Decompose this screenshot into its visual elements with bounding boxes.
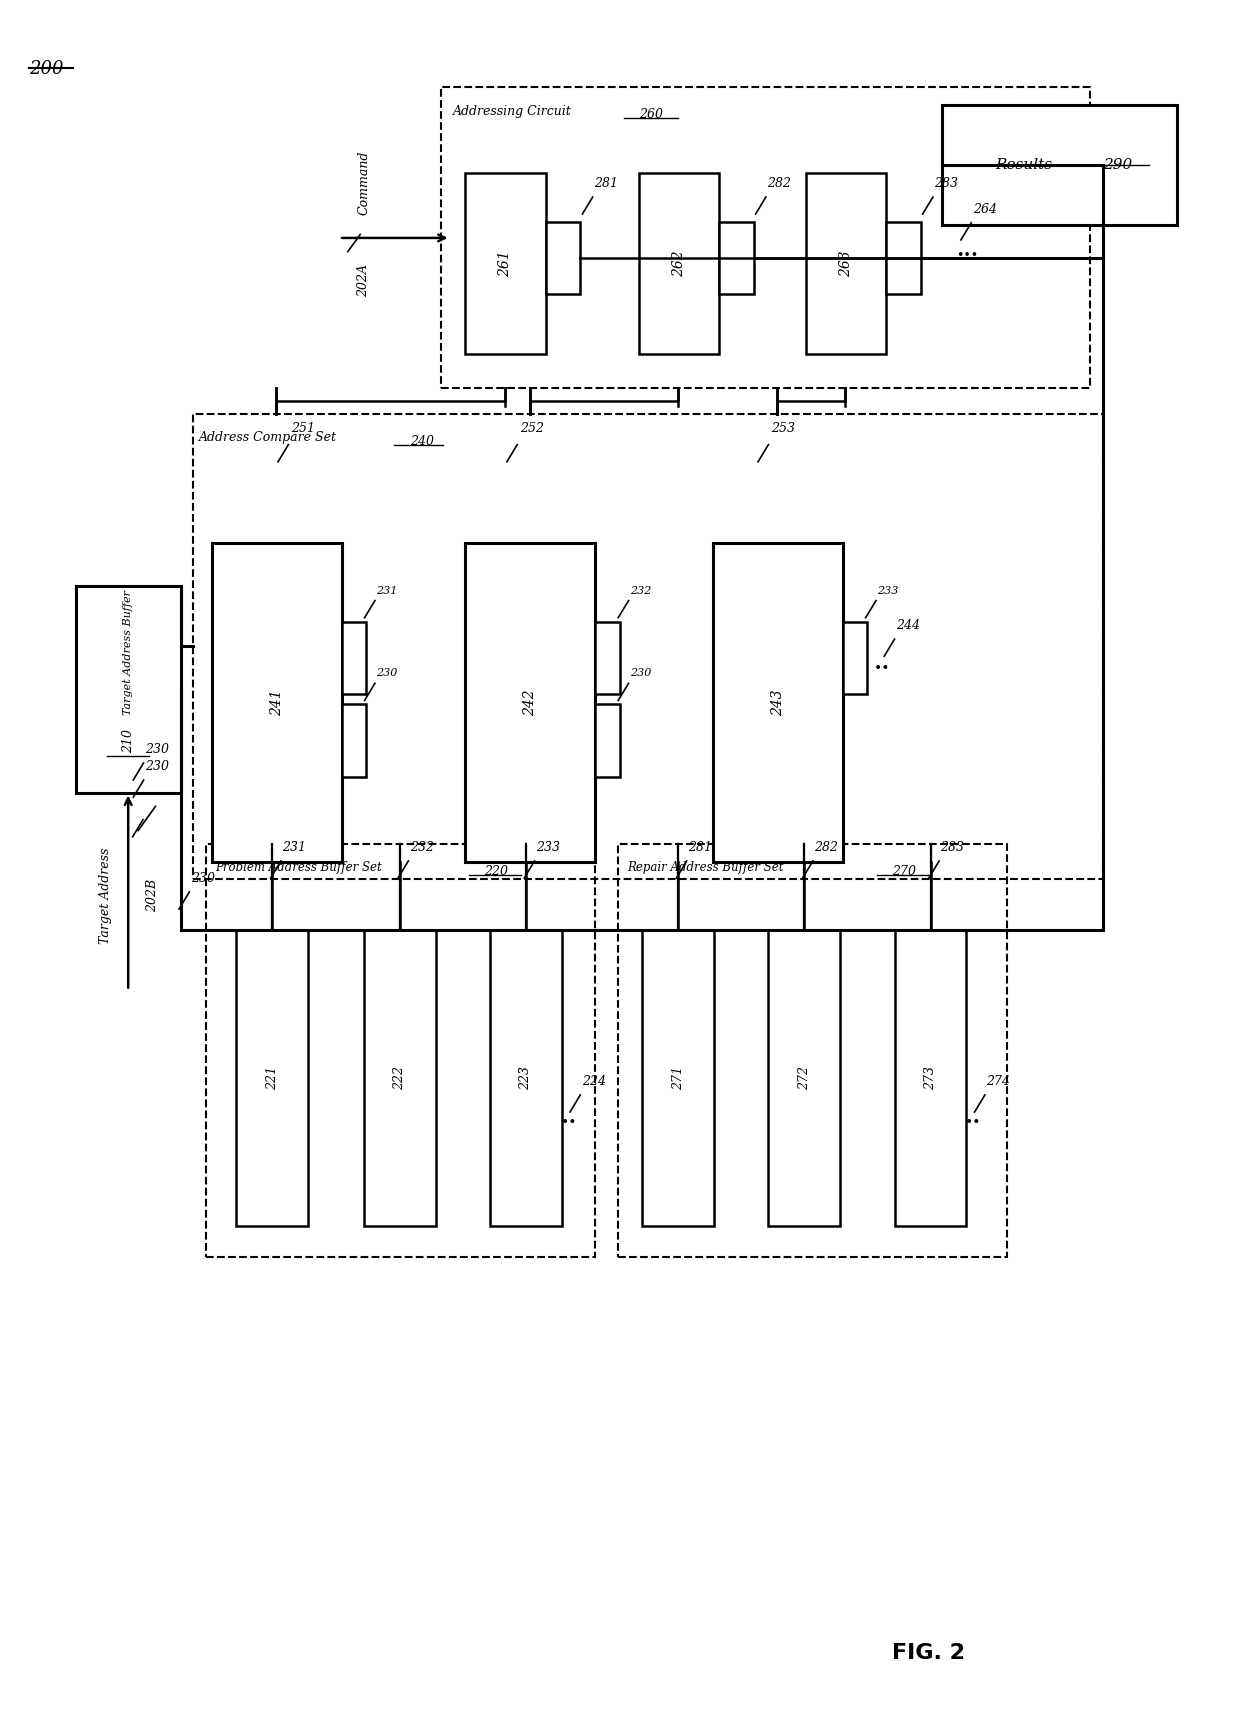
- Text: 272: 272: [797, 1067, 811, 1091]
- Bar: [546, 222, 580, 295]
- Text: 222: 222: [393, 1067, 407, 1091]
- Text: 283: 283: [934, 177, 959, 190]
- Text: 233: 233: [536, 841, 560, 855]
- Bar: [895, 930, 966, 1227]
- Bar: [465, 543, 595, 862]
- Text: Target Address Buffer: Target Address Buffer: [123, 589, 133, 715]
- Text: 274: 274: [986, 1075, 1011, 1089]
- Text: 221: 221: [265, 1067, 279, 1091]
- Text: 282: 282: [815, 841, 838, 855]
- Text: 232: 232: [630, 586, 651, 596]
- Text: 244: 244: [897, 619, 920, 632]
- Text: 283: 283: [940, 841, 965, 855]
- Bar: [713, 543, 843, 862]
- Text: 230: 230: [145, 760, 169, 774]
- Text: 231: 231: [283, 841, 306, 855]
- Bar: [642, 930, 714, 1227]
- Text: 220: 220: [484, 865, 508, 879]
- Text: 252: 252: [520, 422, 544, 434]
- Text: 282: 282: [768, 177, 791, 190]
- Text: 241: 241: [269, 689, 284, 715]
- Text: Addressing Circuit: Addressing Circuit: [453, 105, 572, 117]
- Text: 273: 273: [924, 1067, 937, 1091]
- Bar: [618, 844, 1007, 1258]
- Text: 210: 210: [122, 729, 135, 753]
- Text: 224: 224: [582, 1075, 605, 1089]
- Text: 232: 232: [409, 841, 434, 855]
- Text: 290: 290: [1104, 159, 1132, 172]
- Bar: [440, 88, 1090, 388]
- Text: 230: 230: [145, 743, 169, 756]
- Text: 200: 200: [29, 60, 63, 78]
- Text: 230: 230: [630, 669, 651, 679]
- Bar: [212, 543, 342, 862]
- Text: 270: 270: [893, 865, 916, 879]
- Text: 260: 260: [639, 109, 662, 121]
- Bar: [206, 844, 595, 1258]
- Text: ••: ••: [560, 1117, 577, 1130]
- Text: 202B: 202B: [146, 879, 160, 913]
- Text: 261: 261: [498, 250, 512, 277]
- Text: 281: 281: [688, 841, 712, 855]
- Bar: [76, 586, 181, 793]
- Text: ••: ••: [965, 1117, 982, 1130]
- Text: •••: •••: [956, 250, 978, 262]
- Text: 263: 263: [838, 250, 853, 277]
- Bar: [719, 222, 754, 295]
- Text: Problem Address Buffer Set: Problem Address Buffer Set: [216, 862, 382, 875]
- Bar: [342, 622, 366, 694]
- Bar: [639, 174, 719, 353]
- Bar: [193, 414, 1102, 879]
- Text: 240: 240: [409, 434, 434, 448]
- Bar: [941, 105, 1177, 226]
- Text: 242: 242: [523, 689, 537, 715]
- Bar: [769, 930, 841, 1227]
- Text: 202A: 202A: [357, 264, 371, 298]
- Bar: [887, 222, 920, 295]
- Bar: [342, 705, 366, 777]
- Text: 264: 264: [972, 203, 997, 215]
- Text: Command: Command: [357, 150, 371, 215]
- Text: Target Address: Target Address: [99, 848, 113, 944]
- Text: 253: 253: [771, 422, 795, 434]
- Text: 281: 281: [594, 177, 618, 190]
- Bar: [595, 622, 620, 694]
- Bar: [806, 174, 887, 353]
- Text: 251: 251: [291, 422, 315, 434]
- Text: 243: 243: [771, 689, 785, 715]
- Text: 231: 231: [376, 586, 398, 596]
- Text: 271: 271: [672, 1067, 684, 1091]
- Text: Address Compare Set: Address Compare Set: [200, 431, 337, 445]
- Text: 223: 223: [520, 1067, 532, 1091]
- Bar: [237, 930, 309, 1227]
- Text: Repair Address Buffer Set: Repair Address Buffer Set: [627, 862, 784, 875]
- Text: 262: 262: [672, 250, 686, 277]
- Bar: [465, 174, 546, 353]
- Text: FIG. 2: FIG. 2: [893, 1642, 965, 1663]
- Text: Results: Results: [996, 159, 1053, 172]
- Bar: [363, 930, 435, 1227]
- Text: 230: 230: [191, 872, 215, 886]
- Text: 230: 230: [376, 669, 398, 679]
- Bar: [843, 622, 868, 694]
- Bar: [490, 930, 562, 1227]
- Text: ••: ••: [874, 662, 890, 675]
- Bar: [595, 705, 620, 777]
- Text: 233: 233: [878, 586, 899, 596]
